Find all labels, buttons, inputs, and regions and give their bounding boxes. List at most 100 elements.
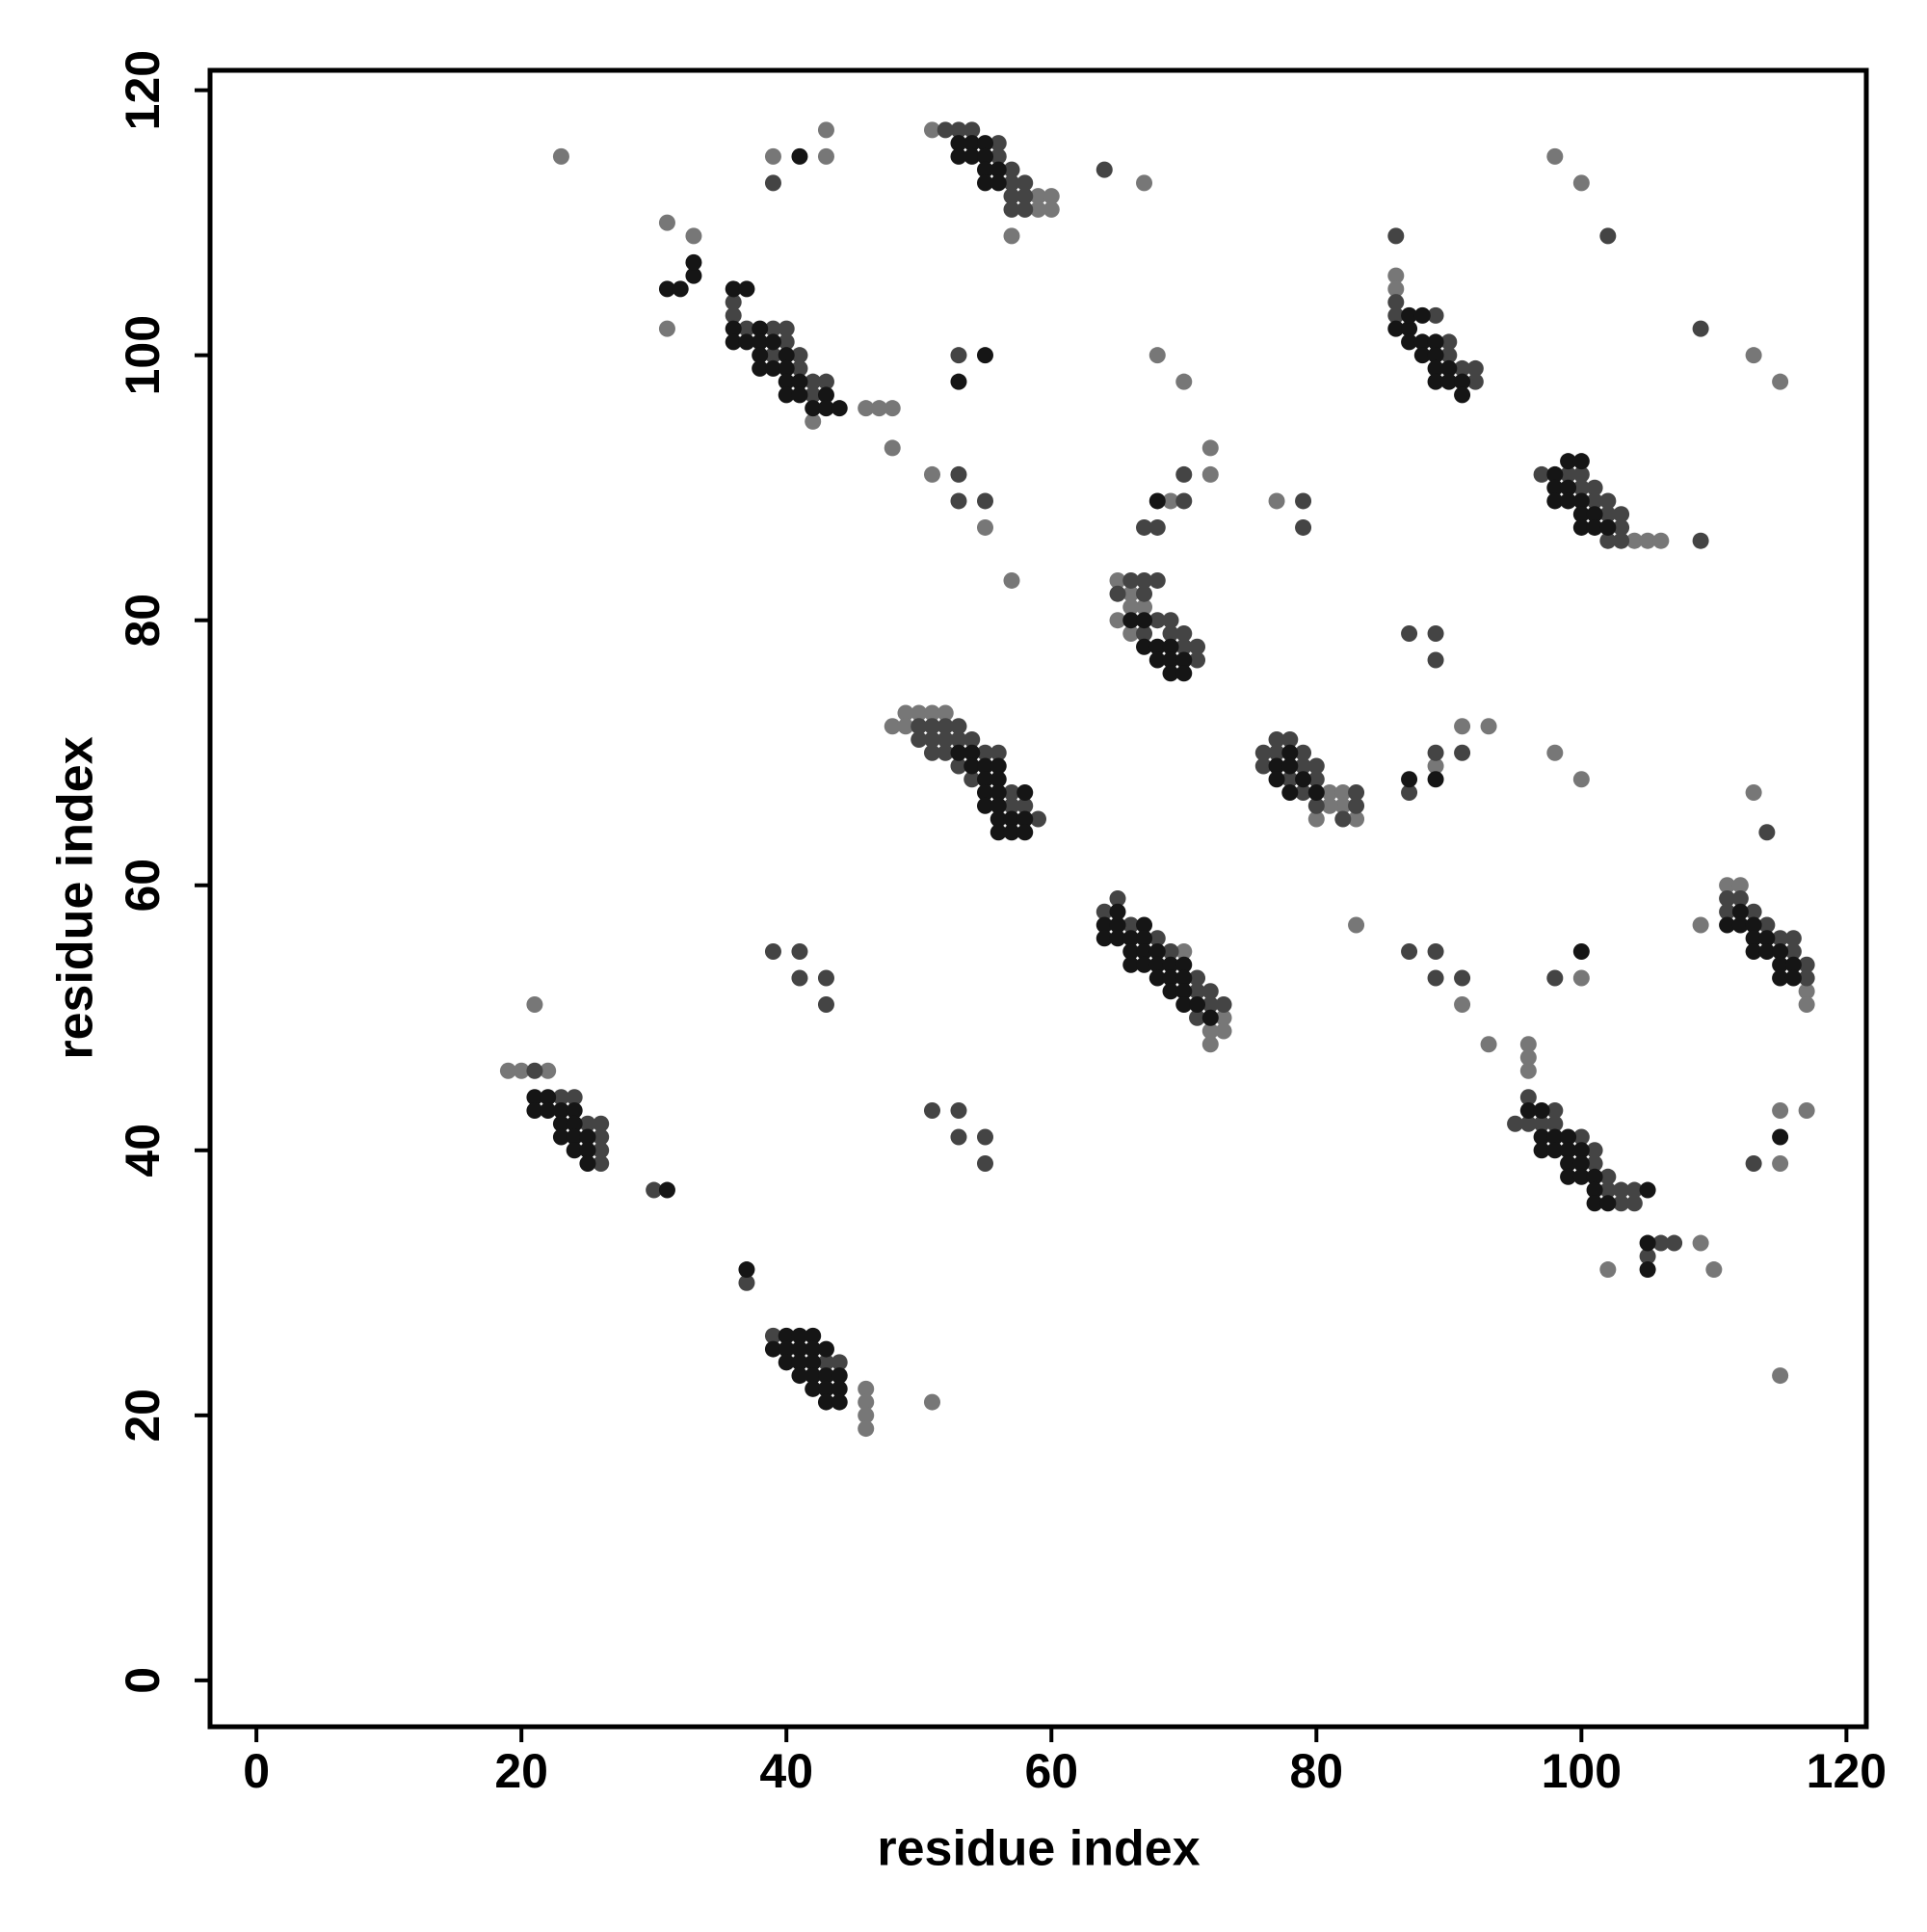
point <box>1122 585 1140 602</box>
point <box>526 1062 543 1079</box>
point <box>1295 518 1312 536</box>
point <box>923 1102 940 1120</box>
point <box>976 518 993 536</box>
point <box>1625 1195 1643 1212</box>
point <box>1175 638 1193 655</box>
point <box>1334 783 1352 801</box>
point <box>1148 347 1166 364</box>
point <box>1109 585 1126 602</box>
point <box>831 1380 848 1397</box>
point <box>1745 783 1762 801</box>
point <box>858 1420 875 1438</box>
point <box>1136 943 1153 961</box>
point <box>1175 943 1193 961</box>
point <box>1546 1102 1564 1120</box>
point <box>1572 518 1590 536</box>
point <box>593 1128 610 1146</box>
point <box>1413 306 1431 324</box>
y-tick-label: 0 <box>116 1667 170 1694</box>
point <box>1387 267 1405 284</box>
point <box>791 943 808 961</box>
x-tick-label: 80 <box>1289 1744 1343 1798</box>
point <box>1798 1102 1815 1120</box>
point <box>1295 492 1312 510</box>
point <box>764 1340 781 1358</box>
point <box>1387 227 1405 245</box>
point <box>1440 347 1458 364</box>
point <box>1652 532 1670 549</box>
point <box>1043 188 1060 205</box>
point <box>1201 996 1219 1014</box>
point <box>1348 916 1365 934</box>
point <box>1003 797 1020 814</box>
y-tick-label: 80 <box>116 594 170 648</box>
point <box>805 1354 822 1371</box>
point <box>1572 492 1590 510</box>
point <box>831 400 848 417</box>
point <box>566 1128 583 1146</box>
point <box>1136 585 1153 602</box>
point <box>805 412 822 430</box>
point <box>1639 1261 1656 1279</box>
point <box>1745 903 1762 920</box>
point <box>685 267 702 284</box>
point <box>1189 983 1206 1000</box>
point <box>805 373 822 390</box>
point <box>1268 771 1285 788</box>
point <box>964 744 981 761</box>
point <box>1719 903 1736 920</box>
point <box>1095 930 1113 947</box>
point <box>817 969 834 987</box>
point <box>1295 771 1312 788</box>
point <box>1268 492 1285 510</box>
point <box>1784 969 1802 987</box>
point <box>923 465 940 483</box>
point <box>1772 1367 1789 1385</box>
point <box>764 320 781 337</box>
point <box>764 174 781 192</box>
point <box>1162 612 1179 629</box>
point <box>1148 943 1166 961</box>
point <box>1586 492 1603 510</box>
point <box>990 757 1007 775</box>
point <box>1321 783 1338 801</box>
point <box>1215 996 1232 1014</box>
plot-frame <box>207 67 1869 1730</box>
point <box>579 1128 596 1146</box>
point <box>1454 373 1471 390</box>
point <box>1109 930 1126 947</box>
point <box>1546 1142 1564 1159</box>
point <box>725 306 742 324</box>
x-axis-label: residue index <box>877 1821 1200 1877</box>
point <box>778 1327 795 1344</box>
point <box>579 1155 596 1173</box>
point <box>1016 824 1034 841</box>
x-tick-label: 20 <box>494 1744 548 1798</box>
point <box>1281 730 1299 748</box>
point <box>1348 783 1365 801</box>
point <box>1798 983 1815 1000</box>
point <box>1613 506 1630 523</box>
point <box>1162 983 1179 1000</box>
point <box>540 1089 557 1106</box>
point <box>817 1367 834 1385</box>
point <box>738 320 755 337</box>
point <box>976 783 993 801</box>
x-tick-label: 60 <box>1024 1744 1078 1798</box>
point <box>1295 757 1312 775</box>
point <box>1003 810 1020 828</box>
point <box>526 1102 543 1120</box>
point <box>1427 306 1444 324</box>
point <box>831 1393 848 1411</box>
point <box>976 757 993 775</box>
point <box>1639 1234 1656 1252</box>
point <box>1731 916 1749 934</box>
point <box>1639 1248 1656 1265</box>
point <box>1745 930 1762 947</box>
point <box>990 824 1007 841</box>
point <box>1401 333 1418 351</box>
point <box>1175 665 1193 682</box>
point <box>1507 1115 1524 1132</box>
point <box>1613 518 1630 536</box>
point <box>593 1115 610 1132</box>
